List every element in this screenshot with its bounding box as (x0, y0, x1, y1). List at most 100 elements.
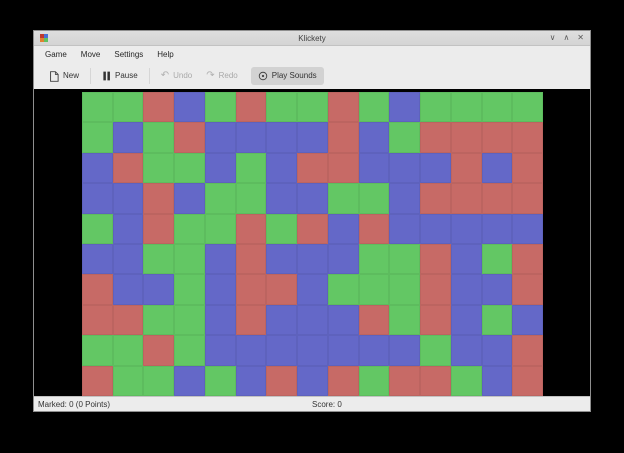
board-cell[interactable] (174, 183, 205, 214)
board-cell[interactable] (358, 213, 390, 244)
board-cell[interactable] (235, 365, 267, 396)
board-cell[interactable] (327, 335, 359, 366)
titlebar[interactable]: Klickety ∨ ∧ ✕ (34, 31, 590, 46)
board-cell[interactable] (266, 304, 298, 336)
board-cell[interactable] (174, 274, 205, 305)
board-cell[interactable] (327, 152, 359, 184)
board-cell[interactable] (204, 365, 236, 396)
board-cell[interactable] (235, 335, 267, 366)
board-cell[interactable] (297, 92, 328, 123)
board-cell[interactable] (174, 335, 205, 366)
board-cell[interactable] (389, 213, 421, 244)
board-cell[interactable] (481, 335, 513, 366)
board-cell[interactable] (358, 92, 390, 123)
board-cell[interactable] (204, 92, 236, 123)
board-cell[interactable] (204, 183, 236, 214)
menu-settings[interactable]: Settings (114, 50, 144, 59)
board-cell[interactable] (327, 365, 359, 396)
board-cell[interactable] (450, 274, 482, 305)
board-cell[interactable] (174, 152, 205, 184)
menu-move[interactable]: Move (80, 50, 101, 59)
board-cell[interactable] (481, 274, 513, 305)
board-cell[interactable] (235, 152, 267, 184)
board-cell[interactable] (112, 365, 144, 396)
board-cell[interactable] (143, 183, 175, 214)
board-cell[interactable] (481, 213, 513, 244)
board-cell[interactable] (358, 122, 390, 153)
board-cell[interactable] (358, 304, 390, 336)
board-cell[interactable] (112, 274, 144, 305)
board-cell[interactable] (512, 365, 543, 396)
board-cell[interactable] (389, 274, 421, 305)
board-cell[interactable] (174, 92, 205, 123)
app-icon[interactable] (40, 34, 48, 42)
board-cell[interactable] (266, 365, 298, 396)
board-cell[interactable] (512, 335, 543, 366)
board-cell[interactable] (327, 274, 359, 305)
board-cell[interactable] (297, 274, 328, 305)
board-cell[interactable] (389, 335, 421, 366)
board-cell[interactable] (143, 152, 175, 184)
board-cell[interactable] (481, 152, 513, 184)
board-cell[interactable] (174, 243, 205, 275)
board-cell[interactable] (143, 304, 175, 336)
undo-button[interactable]: ↶ Undo (154, 67, 200, 85)
board-cell[interactable] (266, 183, 298, 214)
board-cell[interactable] (82, 243, 113, 275)
board-cell[interactable] (389, 122, 421, 153)
board-cell[interactable] (420, 122, 451, 153)
board-cell[interactable] (112, 243, 144, 275)
board-cell[interactable] (266, 152, 298, 184)
board-cell[interactable] (450, 92, 482, 123)
board-cell[interactable] (512, 304, 543, 336)
board-cell[interactable] (235, 304, 267, 336)
board-cell[interactable] (297, 335, 328, 366)
board-cell[interactable] (420, 304, 451, 336)
board-cell[interactable] (204, 213, 236, 244)
board-cell[interactable] (82, 365, 113, 396)
board-cell[interactable] (512, 92, 543, 123)
board-cell[interactable] (358, 335, 390, 366)
board-cell[interactable] (235, 243, 267, 275)
menu-help[interactable]: Help (157, 50, 174, 59)
board-cell[interactable] (266, 92, 298, 123)
board-cell[interactable] (389, 365, 421, 396)
board-cell[interactable] (358, 243, 390, 275)
board-cell[interactable] (112, 92, 144, 123)
board-cell[interactable] (481, 365, 513, 396)
board-cell[interactable] (327, 183, 359, 214)
board-cell[interactable] (112, 335, 144, 366)
board-cell[interactable] (512, 274, 543, 305)
close-icon[interactable]: ✕ (577, 33, 584, 42)
board-cell[interactable] (266, 122, 298, 153)
board-cell[interactable] (112, 304, 144, 336)
board-cell[interactable] (450, 243, 482, 275)
board-cell[interactable] (389, 92, 421, 123)
board-cell[interactable] (112, 152, 144, 184)
board-cell[interactable] (358, 183, 390, 214)
board-cell[interactable] (389, 183, 421, 214)
board-cell[interactable] (420, 335, 451, 366)
board-cell[interactable] (204, 243, 236, 275)
board-cell[interactable] (204, 122, 236, 153)
board-cell[interactable] (204, 152, 236, 184)
board-cell[interactable] (420, 365, 451, 396)
board-cell[interactable] (174, 304, 205, 336)
board-cell[interactable] (174, 365, 205, 396)
pause-button[interactable]: Pause (95, 67, 145, 85)
board-cell[interactable] (174, 213, 205, 244)
board-cell[interactable] (327, 213, 359, 244)
board-cell[interactable] (420, 274, 451, 305)
board-cell[interactable] (481, 243, 513, 275)
board-cell[interactable] (481, 183, 513, 214)
board-cell[interactable] (143, 122, 175, 153)
board-cell[interactable] (420, 152, 451, 184)
board-cell[interactable] (389, 243, 421, 275)
board-cell[interactable] (143, 274, 175, 305)
board-cell[interactable] (297, 213, 328, 244)
board-cell[interactable] (297, 183, 328, 214)
new-button[interactable]: New (42, 67, 86, 86)
board-cell[interactable] (204, 304, 236, 336)
board-cell[interactable] (512, 152, 543, 184)
board-cell[interactable] (297, 152, 328, 184)
